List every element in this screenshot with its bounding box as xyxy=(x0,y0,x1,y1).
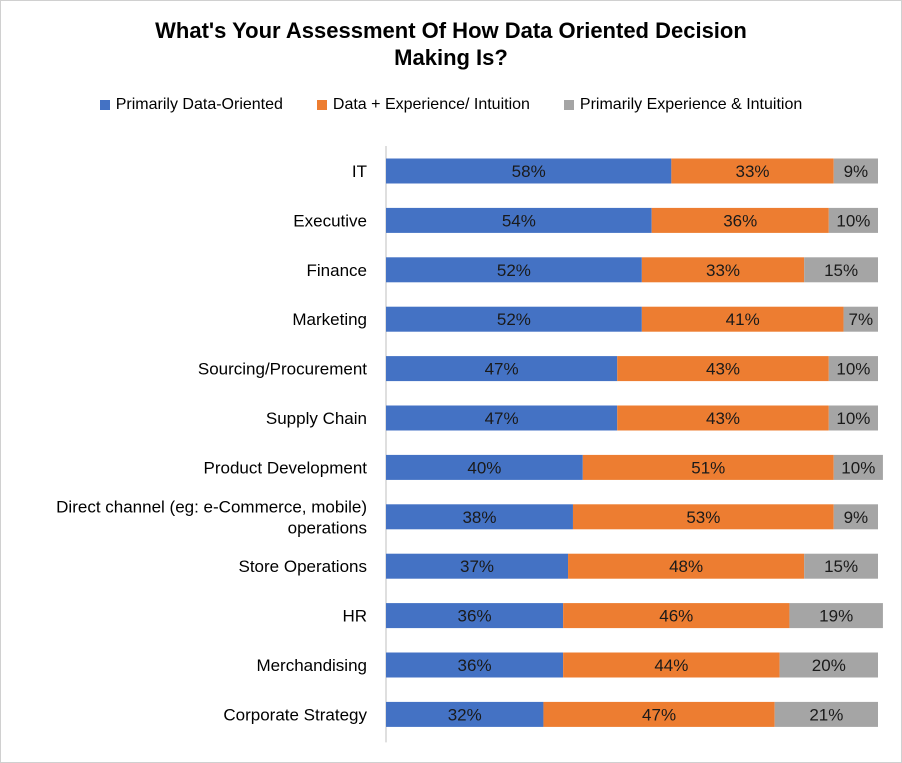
bar-segment xyxy=(386,158,672,184)
chart-title: What's Your Assessment Of How Data Orien… xyxy=(0,0,902,71)
bar-segment xyxy=(828,405,878,431)
bar-segment xyxy=(651,207,829,233)
data-label: 44% xyxy=(654,656,688,675)
data-label: 10% xyxy=(841,458,875,477)
data-label: 10% xyxy=(836,360,870,379)
data-label: 36% xyxy=(458,656,492,675)
data-label: 43% xyxy=(706,360,740,379)
data-label: 36% xyxy=(458,607,492,626)
data-label: 41% xyxy=(726,310,760,329)
data-label: 10% xyxy=(836,409,870,428)
category-label: Marketing xyxy=(292,310,367,329)
bar-segment xyxy=(641,306,844,332)
bar-segment xyxy=(833,504,878,530)
bar-segment xyxy=(386,553,569,579)
category-label: Merchandising xyxy=(256,656,367,675)
data-label: 46% xyxy=(659,607,693,626)
chart-title-line-1: What's Your Assessment Of How Data Orien… xyxy=(155,18,747,43)
bar-segment xyxy=(386,405,618,431)
bar-segment xyxy=(386,207,652,233)
bar-segment xyxy=(582,454,834,480)
bar-segment xyxy=(563,603,790,629)
data-label: 48% xyxy=(669,557,703,576)
legend-item-data-experience: Data + Experience/ Intuition xyxy=(316,96,530,114)
bar-segment xyxy=(804,257,878,283)
bar-segment xyxy=(386,603,564,629)
legend-swatch-data-experience xyxy=(316,100,327,110)
bar-segment xyxy=(828,356,878,382)
legend-swatch-data-oriented xyxy=(99,100,110,110)
data-label: 15% xyxy=(824,261,858,280)
bar-segment xyxy=(563,652,780,678)
bar-segment xyxy=(804,553,878,579)
category-label: Store Operations xyxy=(238,557,367,576)
category-label: operations xyxy=(288,518,367,537)
data-label: 38% xyxy=(462,508,496,527)
bar-segment xyxy=(833,158,878,184)
category-label: HR xyxy=(342,607,367,626)
bar-segment xyxy=(641,257,805,283)
data-label: 9% xyxy=(844,162,869,181)
data-label: 20% xyxy=(812,656,846,675)
bar-segment xyxy=(774,701,878,727)
legend-item-experience-intuition: Primarily Experience & Intuition xyxy=(563,96,803,114)
bar-segment xyxy=(617,356,829,382)
bar-segment xyxy=(386,504,573,530)
category-label: Corporate Strategy xyxy=(223,705,367,724)
category-label: Product Development xyxy=(204,458,368,477)
legend-label-data-oriented: Primarily Data-Oriented xyxy=(115,96,283,113)
bar-segment xyxy=(671,158,834,184)
data-label: 10% xyxy=(836,211,870,230)
legend-label-experience-intuition: Primarily Experience & Intuition xyxy=(579,96,803,113)
bar-segment xyxy=(386,652,564,678)
legend-label-data-experience: Data + Experience/ Intuition xyxy=(332,96,530,113)
chart-legend: Primarily Data-Oriented Data + Experienc… xyxy=(0,96,902,114)
bar-segment xyxy=(789,603,883,629)
chart-title-line-2: Making Is? xyxy=(394,45,508,70)
data-label: 53% xyxy=(686,508,720,527)
bar-segment xyxy=(833,454,883,480)
legend-swatch-experience-intuition xyxy=(563,100,574,110)
data-label: 47% xyxy=(485,360,519,379)
data-label: 15% xyxy=(824,557,858,576)
bar-segment xyxy=(779,652,878,678)
data-label: 19% xyxy=(819,607,853,626)
data-label: 47% xyxy=(642,705,676,724)
data-label: 47% xyxy=(485,409,519,428)
data-label: 52% xyxy=(497,261,531,280)
data-label: 36% xyxy=(723,211,757,230)
bar-segment xyxy=(543,701,775,727)
data-label: 37% xyxy=(460,557,494,576)
category-label: Direct channel (eg: e-Commerce, mobile) xyxy=(56,497,367,516)
data-label: 51% xyxy=(691,458,725,477)
bar-segment xyxy=(572,504,834,530)
data-label: 52% xyxy=(497,310,531,329)
data-label: 54% xyxy=(502,211,536,230)
bar-segment xyxy=(386,356,618,382)
category-label: Supply Chain xyxy=(266,409,367,428)
data-label: 33% xyxy=(736,162,770,181)
data-label: 9% xyxy=(844,508,869,527)
legend-item-data-oriented: Primarily Data-Oriented xyxy=(99,96,283,114)
data-label: 21% xyxy=(809,705,843,724)
data-label: 43% xyxy=(706,409,740,428)
category-label: Finance xyxy=(307,261,367,280)
bar-segment xyxy=(386,454,583,480)
category-label: Executive xyxy=(293,211,367,230)
category-label: IT xyxy=(352,162,367,181)
data-label: 7% xyxy=(848,310,873,329)
bar-segment xyxy=(386,701,544,727)
bar-segment xyxy=(617,405,829,431)
bar-segment xyxy=(843,306,878,332)
bar-segment xyxy=(568,553,805,579)
data-label: 32% xyxy=(448,705,482,724)
bar-segment xyxy=(386,306,642,332)
bar-segment xyxy=(386,257,642,283)
bar-segment xyxy=(828,207,878,233)
data-label: 58% xyxy=(512,162,546,181)
data-label: 33% xyxy=(706,261,740,280)
category-label: Sourcing/Procurement xyxy=(198,360,367,379)
data-label: 40% xyxy=(467,458,501,477)
